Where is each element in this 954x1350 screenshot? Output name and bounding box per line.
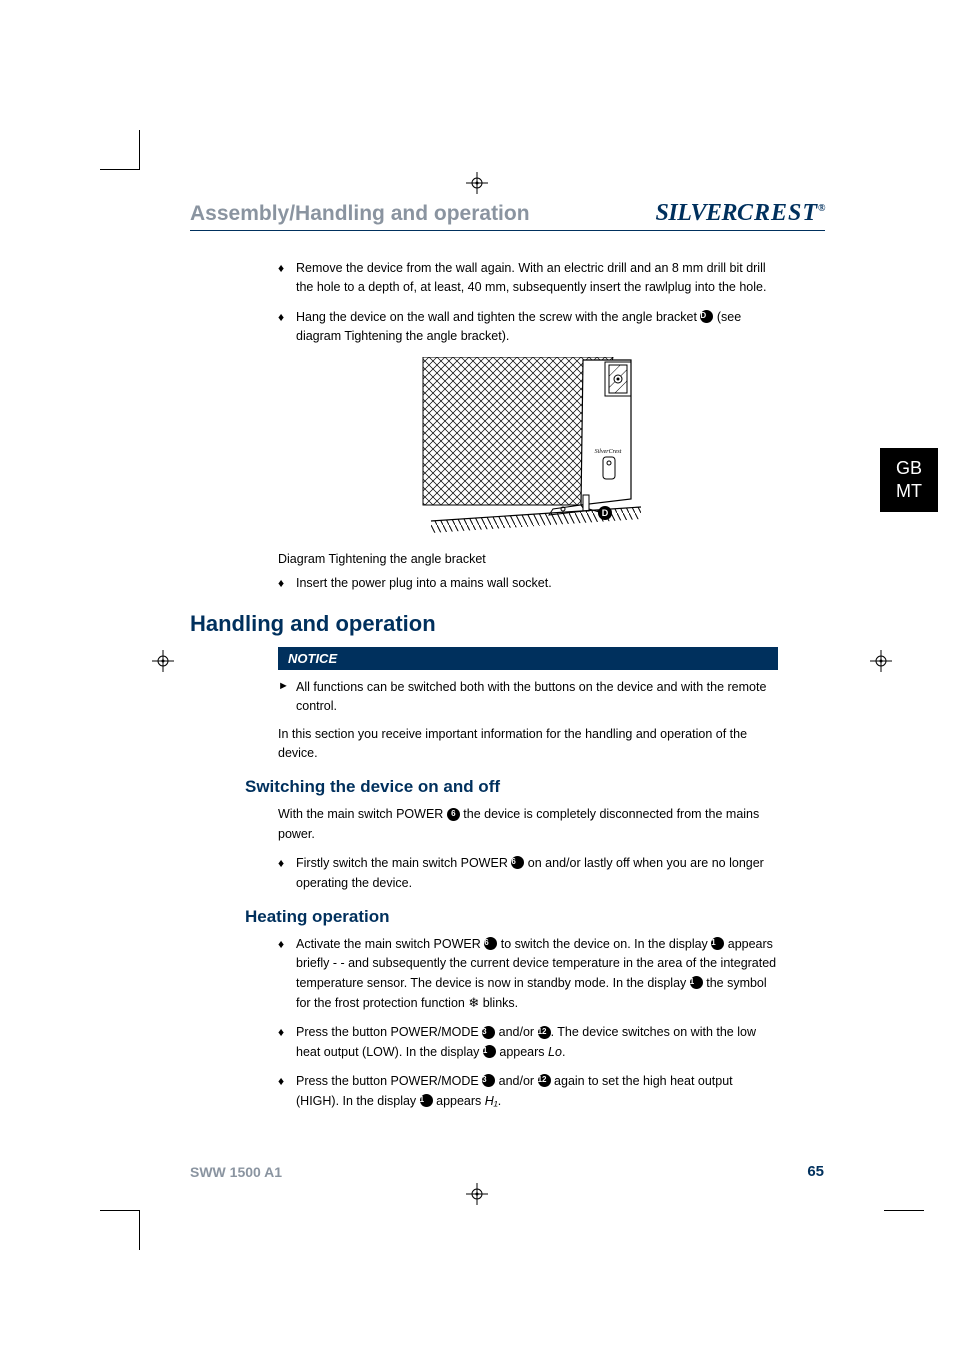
arrow-icon: ► xyxy=(278,678,296,717)
bracket-diagram: SilverCrest D xyxy=(278,357,778,538)
bullet-text: Press the button POWER/MODE 3 and/or 12 … xyxy=(296,1072,778,1111)
registration-mark-icon xyxy=(870,650,892,672)
notice-item: ► All functions can be switched both wit… xyxy=(278,678,778,717)
diamond-icon: ♦ xyxy=(278,1072,296,1111)
ref-badge-3: 3 xyxy=(482,1074,495,1087)
diamond-icon: ♦ xyxy=(278,308,296,347)
brand-part1: SILVER xyxy=(656,200,737,226)
bullet-text: Activate the main switch POWER 6 to swit… xyxy=(296,935,778,1014)
bullet-text: Insert the power plug into a mains wall … xyxy=(296,574,552,593)
svg-text:D: D xyxy=(602,508,609,518)
lang-gb: GB xyxy=(880,457,938,480)
ref-badge-12: 12 xyxy=(538,1074,551,1087)
notice-text: All functions can be switched both with … xyxy=(296,678,778,717)
body-content: ♦ Remove the device from the wall again.… xyxy=(278,259,778,1111)
diamond-icon: ♦ xyxy=(278,854,296,893)
snowflake-icon: ❄ xyxy=(468,995,479,1010)
notice-label: NOTICE xyxy=(278,647,778,670)
ref-badge-6: 6 xyxy=(447,808,460,821)
intro-text: In this section you receive important in… xyxy=(278,725,778,764)
page-content: Assembly/Handling and operation SILVERCR… xyxy=(190,200,825,1121)
ref-badge-1: 1 xyxy=(420,1094,433,1107)
ref-badge-1: 1 xyxy=(483,1045,496,1058)
brand-reg: ® xyxy=(818,203,825,214)
h2-handling: Handling and operation xyxy=(190,611,778,637)
registration-mark-icon xyxy=(466,1183,488,1205)
registration-mark-icon xyxy=(466,172,488,194)
registration-mark-icon xyxy=(152,650,174,672)
lang-mt: MT xyxy=(880,480,938,503)
diamond-icon: ♦ xyxy=(278,1023,296,1062)
bullet-item: ♦ Activate the main switch POWER 6 to sw… xyxy=(278,935,778,1014)
brand-logo: SILVERCREST® xyxy=(656,200,826,227)
ref-badge-3: 3 xyxy=(482,1026,495,1039)
h3-switching: Switching the device on and off xyxy=(245,777,778,797)
bullet-item: ♦ Hang the device on the wall and tighte… xyxy=(278,308,778,347)
page-header: Assembly/Handling and operation SILVERCR… xyxy=(190,200,825,231)
switch-p1: With the main switch POWER 6 the device … xyxy=(278,805,778,844)
bullet-item: ♦ Insert the power plug into a mains wal… xyxy=(278,574,778,593)
bullet-text: Firstly switch the main switch POWER 6 o… xyxy=(296,854,778,893)
ref-badge-d: D xyxy=(700,310,713,323)
h3-heating: Heating operation xyxy=(245,907,778,927)
display-hi: H₁ xyxy=(485,1094,498,1108)
svg-text:SilverCrest: SilverCrest xyxy=(595,449,622,455)
bullet-text: Press the button POWER/MODE 3 and/or 12.… xyxy=(296,1023,778,1062)
ref-badge-12: 12 xyxy=(538,1026,551,1039)
ref-badge-6: 6 xyxy=(511,856,524,869)
section-title: Assembly/Handling and operation xyxy=(190,202,656,226)
bullet-item: ♦ Firstly switch the main switch POWER 6… xyxy=(278,854,778,893)
ref-badge-1: 1 xyxy=(711,937,724,950)
bullet-item: ♦ Press the button POWER/MODE 3 and/or 1… xyxy=(278,1023,778,1062)
bullet-item: ♦ Remove the device from the wall again.… xyxy=(278,259,778,298)
diamond-icon: ♦ xyxy=(278,574,296,593)
diamond-icon: ♦ xyxy=(278,935,296,1014)
language-tab: GB MT xyxy=(880,448,938,512)
display-lo: Lo xyxy=(548,1045,562,1059)
ref-badge-6: 6 xyxy=(484,937,497,950)
diamond-icon: ♦ xyxy=(278,259,296,298)
ref-badge-1: 1 xyxy=(690,976,703,989)
crop-mark xyxy=(100,130,140,170)
bullet-item: ♦ Press the button POWER/MODE 3 and/or 1… xyxy=(278,1072,778,1111)
crop-mark xyxy=(100,1210,140,1250)
crop-mark xyxy=(884,1210,924,1250)
brand-part2: CREST xyxy=(737,200,818,226)
bullet-text: Remove the device from the wall again. W… xyxy=(296,259,778,298)
footer-page: 65 xyxy=(807,1163,824,1180)
footer-model: SWW 1500 A1 xyxy=(190,1164,282,1180)
diagram-caption: Diagram Tightening the angle bracket xyxy=(278,552,778,566)
bullet-text: Hang the device on the wall and tighten … xyxy=(296,308,778,347)
